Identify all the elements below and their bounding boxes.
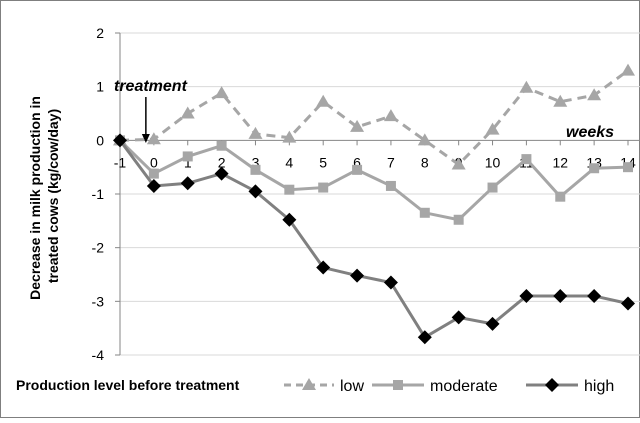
x-axis-label-weeks: weeks: [566, 124, 614, 141]
data-point-low: [621, 63, 635, 76]
data-point-high: [587, 288, 602, 303]
x-tick-label: 1: [184, 154, 192, 170]
data-point-moderate: [385, 180, 396, 191]
treatment-label: treatment: [114, 78, 188, 95]
data-point-low: [451, 157, 466, 170]
treatment-annotation: treatment: [114, 78, 188, 143]
y-axis-label: Decrease in milk production in treated c…: [27, 92, 61, 300]
series-group: [113, 63, 635, 345]
data-point-high: [553, 288, 568, 303]
data-point-high: [417, 330, 432, 345]
legend: Production level before treatment low mod…: [16, 377, 614, 395]
x-tick-label: -1: [114, 154, 127, 170]
data-point-low: [383, 109, 398, 122]
data-point-moderate: [555, 191, 566, 202]
legend-label-high: high: [584, 378, 614, 395]
y-tick-label: 1: [96, 79, 104, 95]
legend-marker-low: [302, 378, 316, 390]
data-point-high: [621, 296, 635, 311]
x-tick-label: 12: [552, 154, 568, 170]
y-tick-label: -3: [92, 293, 105, 309]
data-point-high: [113, 133, 127, 148]
y-tick-label: -1: [92, 186, 105, 202]
y-tick-labels: 2 1 0 -1 -2 -3 -4: [92, 25, 105, 363]
data-point-low: [180, 106, 195, 119]
data-point-moderate: [419, 207, 430, 218]
data-point-low: [248, 126, 263, 139]
data-point-moderate: [148, 168, 159, 179]
data-point-low: [587, 88, 602, 101]
data-point-low: [316, 94, 331, 107]
data-point-high: [383, 275, 398, 290]
legend-label-moderate: moderate: [430, 378, 498, 395]
legend-label-low: low: [340, 378, 364, 395]
data-point-moderate: [487, 182, 498, 193]
y-axis-label-line-2: treated cows (kg/cow/day): [45, 109, 61, 283]
x-tick-label: 0: [150, 154, 158, 170]
data-point-low: [485, 122, 500, 135]
data-point-low: [553, 94, 568, 107]
series-line-moderate: [118, 139, 629, 222]
data-point-high: [146, 178, 161, 193]
data-point-moderate: [318, 182, 329, 193]
data-point-high: [485, 316, 500, 331]
data-point-high: [180, 176, 195, 191]
data-point-high: [214, 166, 229, 181]
treatment-arrow-head: [141, 134, 150, 143]
x-tick-label: 7: [387, 154, 395, 170]
data-point-high: [316, 260, 331, 275]
legend-item-low: low: [284, 378, 364, 395]
data-point-moderate: [216, 140, 227, 151]
data-point-low: [519, 80, 534, 93]
series-line-high: [118, 139, 629, 340]
legend-marker-moderate: [393, 380, 403, 390]
data-point-low: [417, 133, 432, 146]
y-tick-label: 0: [96, 132, 104, 148]
data-point-high: [282, 212, 297, 227]
data-point-high: [248, 184, 263, 199]
x-tick-label: 3: [252, 154, 260, 170]
data-point-moderate: [623, 162, 633, 173]
y-tick-label: 2: [96, 25, 104, 41]
data-point-high: [519, 288, 534, 303]
data-point-moderate: [284, 184, 295, 195]
grid-lines: [120, 32, 640, 356]
data-point-low: [350, 119, 365, 132]
legend-item-high: high: [526, 378, 614, 395]
data-point-moderate: [453, 214, 464, 225]
data-point-low: [214, 86, 229, 99]
series-line-low: [119, 69, 629, 167]
data-point-moderate: [589, 163, 600, 174]
x-tick-label: 5: [319, 154, 327, 170]
data-point-moderate: [250, 164, 261, 175]
legend-marker-high: [545, 378, 559, 392]
series-high: [113, 133, 635, 345]
y-tick-label: -4: [92, 347, 105, 363]
x-tick-label: 8: [421, 154, 429, 170]
data-point-high: [451, 310, 466, 325]
data-point-moderate: [182, 151, 193, 162]
data-point-high: [350, 268, 365, 283]
legend-title: Production level before treatment: [16, 377, 240, 393]
data-point-low: [282, 130, 297, 143]
data-point-low: [146, 132, 161, 145]
x-tick-label: 6: [353, 154, 361, 170]
data-point-moderate: [521, 154, 532, 165]
x-tick-label: 4: [285, 154, 293, 170]
y-tick-label: -2: [92, 240, 105, 256]
y-axis-label-line-1: Decrease in milk production in: [27, 96, 43, 300]
x-tick-label: 2: [218, 154, 226, 170]
data-point-moderate: [352, 164, 363, 175]
x-tick-label: 10: [485, 154, 501, 170]
series-low: [113, 63, 635, 170]
legend-item-moderate: moderate: [372, 378, 498, 395]
